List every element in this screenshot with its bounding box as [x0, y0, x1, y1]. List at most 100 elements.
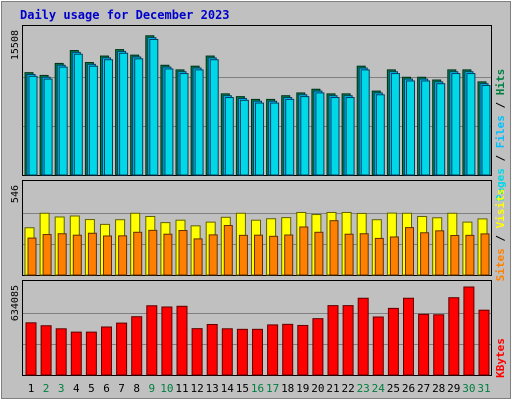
bar-sites: [27, 237, 37, 276]
bar-sites: [480, 233, 490, 276]
bar-kbytes: [327, 305, 339, 376]
bar-pages: [73, 53, 83, 176]
bar-kbytes: [206, 323, 218, 376]
bar-sites: [103, 235, 112, 276]
x-tick-label: 28: [432, 382, 445, 395]
x-tick-label: 8: [133, 382, 140, 395]
bars: [24, 35, 491, 376]
bar-sites: [223, 225, 233, 276]
bar-kbytes: [25, 322, 37, 376]
x-tick-label: 6: [103, 382, 110, 395]
x-tick-label: 2: [43, 382, 50, 395]
bar-kbytes: [433, 314, 445, 376]
bar-pages: [149, 38, 159, 176]
bar-sites: [314, 231, 324, 276]
bar-sites: [254, 234, 263, 276]
bar-kbytes: [297, 324, 309, 376]
bar-kbytes: [282, 323, 294, 376]
bar-sites: [405, 227, 414, 276]
bar-pages: [88, 65, 98, 176]
x-tick-label: 26: [402, 382, 415, 395]
x-tick-label: 23: [357, 382, 370, 395]
bar-sites: [87, 232, 97, 276]
bar-sites: [238, 234, 248, 276]
bar-sites: [178, 230, 188, 276]
bar-kbytes: [40, 325, 52, 376]
legend-panel1: Pages / Files / Hits: [494, 69, 507, 202]
x-tick-label: 13: [206, 382, 219, 395]
bar-kbytes: [418, 313, 430, 376]
bar-sites: [269, 235, 279, 276]
legend-pages: Pages: [494, 168, 507, 201]
bar-kbytes: [478, 309, 490, 376]
bar-kbytes: [221, 328, 233, 376]
bar-sites: [72, 234, 82, 276]
legend-sep: /: [494, 228, 507, 248]
bar-pages: [481, 85, 491, 176]
bar-kbytes: [131, 316, 143, 376]
x-tick-label: 25: [387, 382, 400, 395]
bar-kbytes: [191, 328, 203, 376]
bar-sites: [148, 229, 158, 276]
bar-pages: [224, 97, 234, 176]
x-tick-label: 14: [221, 382, 235, 395]
bar-pages: [436, 83, 446, 176]
bar-kbytes: [55, 328, 67, 376]
bar-kbytes: [116, 322, 128, 376]
bar-pages: [28, 75, 38, 176]
bar-pages: [119, 52, 129, 176]
x-tick-label: 1: [28, 382, 35, 395]
bar-sites: [208, 234, 218, 276]
bar-kbytes: [70, 331, 82, 376]
x-tick-label: 12: [190, 382, 203, 395]
x-tick-label: 20: [311, 382, 324, 395]
x-tick-label: 3: [58, 382, 65, 395]
bar-sites: [193, 238, 203, 276]
x-tick-label: 29: [447, 382, 460, 395]
bar-kbytes: [387, 307, 399, 376]
bar-kbytes: [463, 286, 475, 376]
bar-sites: [374, 237, 384, 276]
bar-pages: [451, 73, 461, 176]
bar-kbytes: [176, 305, 188, 376]
bar-pages: [58, 66, 68, 176]
bar-kbytes: [312, 318, 324, 376]
bar-sites: [389, 236, 399, 276]
bar-pages: [421, 80, 431, 176]
bar-pages: [104, 59, 113, 176]
bar-sites: [163, 233, 173, 276]
x-tick-label: 27: [417, 382, 430, 395]
x-tick-label: 24: [372, 382, 386, 395]
bar-sites: [420, 232, 430, 276]
bar-sites: [118, 235, 128, 276]
bar-pages: [209, 59, 219, 176]
bar-kbytes: [267, 324, 279, 376]
bar-pages: [375, 94, 385, 176]
bar-sites: [344, 233, 354, 276]
chart-title: Daily usage for December 2023: [20, 8, 230, 22]
x-tick-label: 16: [251, 382, 264, 395]
bar-kbytes: [372, 316, 384, 376]
legend-files: Files: [494, 115, 507, 148]
bar-pages: [239, 99, 249, 176]
bar-kbytes: [146, 305, 158, 376]
x-tick-label: 15: [236, 382, 249, 395]
legend-visits: Visits: [494, 189, 507, 229]
bar-sites: [450, 235, 460, 276]
bar-pages: [406, 80, 415, 176]
bar-sites: [42, 234, 52, 276]
x-tick-label: 18: [281, 382, 294, 395]
legend-sep: /: [494, 148, 507, 168]
x-tick-label: 10: [160, 382, 173, 395]
bar-kbytes: [252, 328, 263, 376]
x-tick-label: 5: [88, 382, 95, 395]
bar-pages: [360, 69, 370, 176]
bar-kbytes: [357, 297, 369, 376]
bar-sites: [299, 226, 309, 276]
legend-kbytes: KBytes: [494, 338, 507, 378]
bar-pages: [330, 97, 340, 176]
y-tick-labels: 15508 546 634085: [10, 30, 21, 321]
bar-kbytes: [85, 331, 97, 376]
x-tick-label: 31: [477, 382, 490, 395]
legend-panel3: KBytes: [494, 338, 507, 378]
